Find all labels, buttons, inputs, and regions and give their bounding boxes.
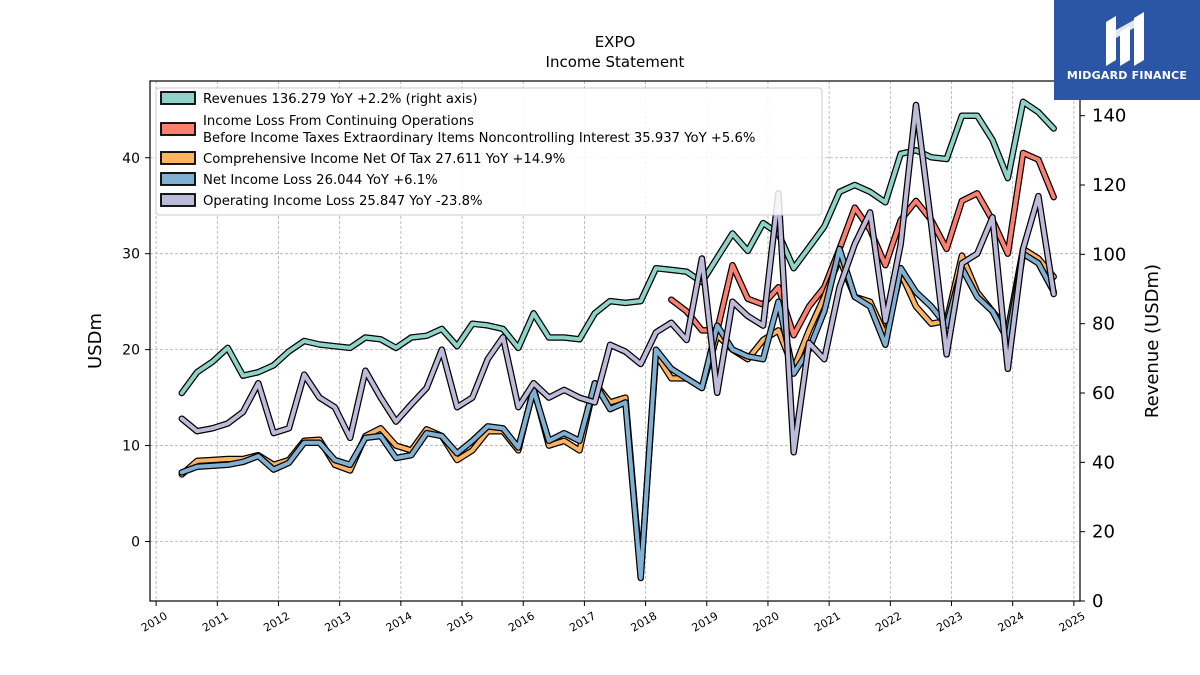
y-tick-label: 30: [122, 247, 140, 263]
y2-tick-label: 60: [1092, 383, 1115, 404]
x-tick-label: 2016: [506, 609, 537, 634]
y-tick-label: 0: [131, 535, 140, 551]
x-tick-label: 2020: [751, 609, 782, 634]
x-tick-label: 2012: [261, 609, 292, 634]
y2-axis-label: Revenue (USDm): [1142, 264, 1163, 418]
x-tick-label: 2015: [445, 609, 476, 634]
x-tick-label: 2018: [628, 609, 659, 634]
legend-label: Income Loss From Continuing Operations: [203, 114, 474, 129]
x-tick-label: 2025: [1057, 609, 1088, 634]
y2-tick-label: 120: [1092, 175, 1126, 196]
legend-label: Net Income Loss 26.044 YoY +6.1%: [203, 173, 438, 188]
x-tick-label: 2017: [567, 609, 598, 634]
y2-tick-label: 20: [1092, 522, 1115, 543]
y2-tick-label: 0: [1092, 591, 1103, 612]
y-tick-label: 40: [122, 151, 140, 167]
legend-label: Comprehensive Income Net Of Tax 27.611 Y…: [203, 152, 565, 167]
plot-frame: [149, 80, 1081, 602]
y2-tick-label: 40: [1092, 452, 1115, 473]
legend-label: Revenues 136.279 YoY +2.2% (right axis): [203, 92, 477, 107]
y-tick-label: 20: [122, 343, 140, 359]
chart-subtitle: Income Statement: [546, 53, 685, 71]
legend-label: Before Income Taxes Extraordinary Items …: [203, 131, 755, 146]
x-tick-label: 2023: [934, 609, 965, 634]
y-axis-label: USDm: [85, 313, 106, 369]
x-tick-label: 2010: [139, 609, 170, 634]
brand-logo: MIDGARD FINANCE: [1054, 0, 1200, 100]
legend: Revenues 136.279 YoY +2.2% (right axis) I…: [155, 87, 823, 216]
legend-label: Operating Income Loss 25.847 YoY -23.8%: [203, 194, 483, 209]
x-tick-label: 2019: [690, 609, 721, 634]
x-tick-label: 2021: [812, 609, 843, 634]
brand-name: MIDGARD FINANCE: [1066, 69, 1188, 82]
y2-tick-label: 100: [1092, 244, 1126, 265]
legend-swatch: [160, 91, 196, 105]
x-tick-label: 2014: [384, 609, 415, 634]
chart-title: EXPO: [595, 33, 636, 51]
legend-swatch: [160, 193, 196, 207]
legend-box: [155, 87, 823, 216]
legend-swatch: [160, 151, 196, 165]
legend-swatch: [160, 172, 196, 186]
y-tick-label: 10: [122, 439, 140, 455]
x-tick-label: 2024: [996, 609, 1027, 634]
series-lines: [178, 98, 1057, 582]
logo-mark-icon: [1106, 12, 1144, 66]
legend-swatch: [160, 122, 196, 136]
y2-tick-label: 80: [1092, 314, 1115, 335]
x-tick-label: 2011: [200, 609, 231, 634]
x-tick-label: 2013: [323, 609, 354, 634]
series-line-operating-income-loss: [179, 103, 1056, 455]
x-tick-label: 2022: [873, 609, 904, 634]
y2-tick-label: 140: [1092, 106, 1126, 127]
series-line-net-income-loss: [179, 246, 1056, 580]
